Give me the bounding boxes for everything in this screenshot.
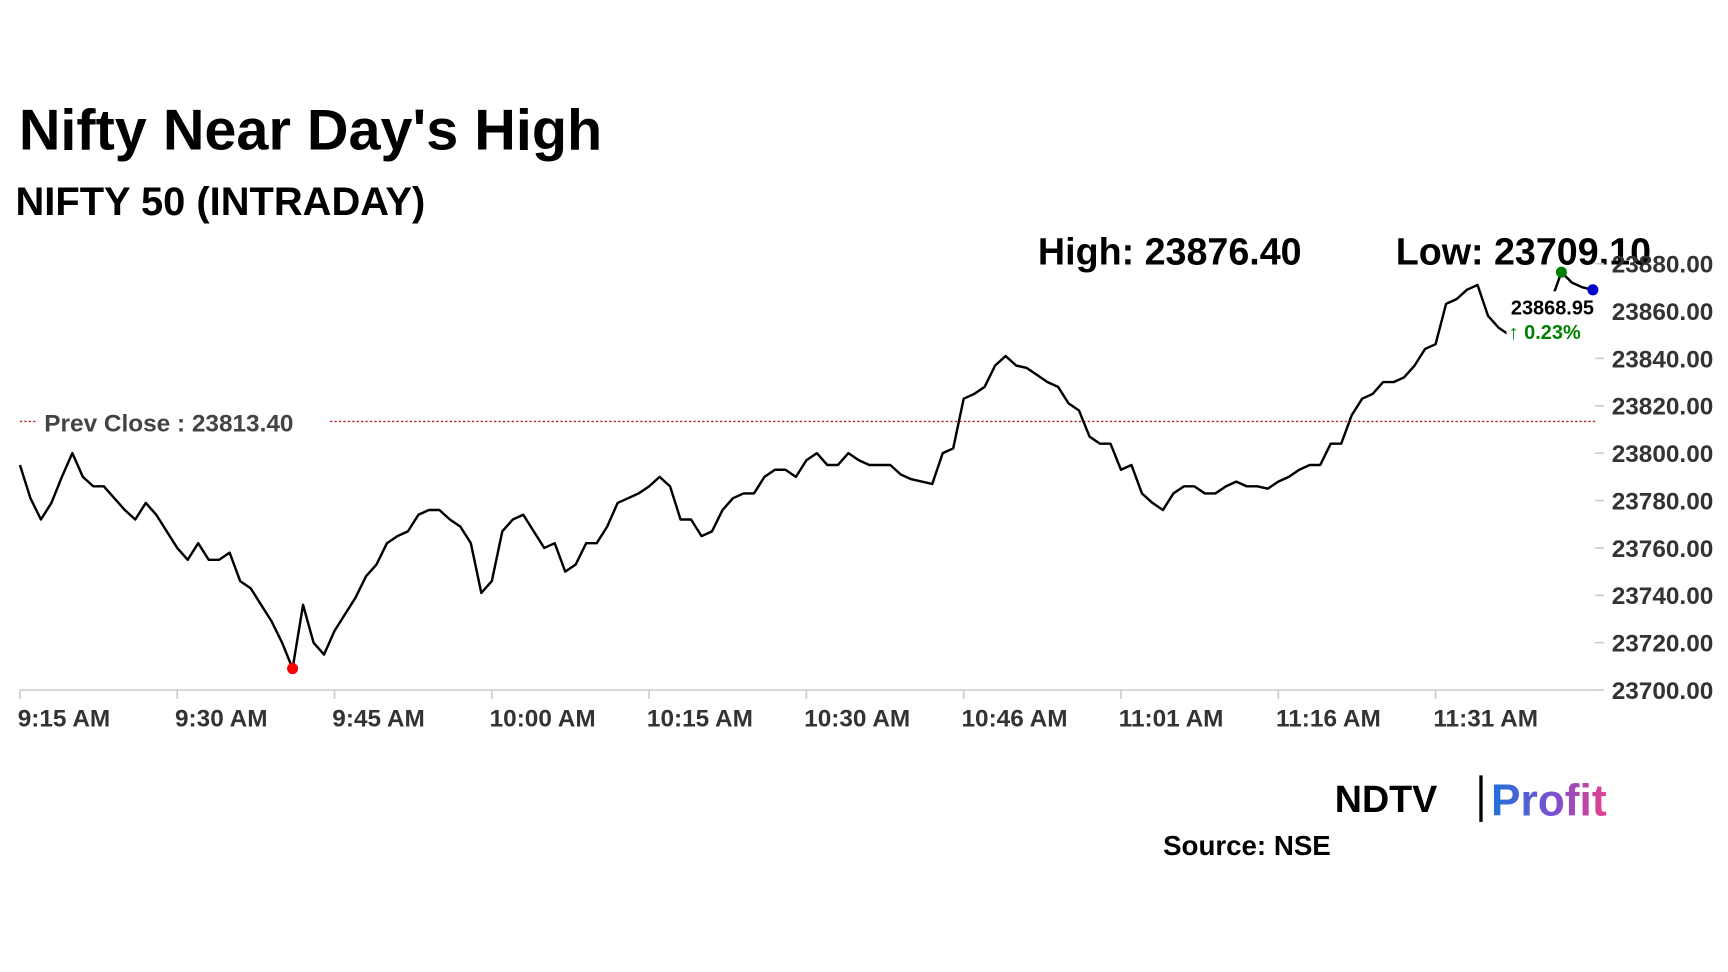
low-marker — [287, 662, 299, 675]
prev-close-label-bg — [37, 403, 328, 437]
x-tick-label: 9:15 AM — [18, 706, 111, 733]
x-tick-label: 10:15 AM — [647, 706, 753, 733]
logo-profit: Profit — [1491, 776, 1607, 825]
last-value-label: 23868.95 — [1511, 298, 1594, 320]
x-tick-label: 11:01 AM — [1119, 706, 1224, 733]
y-tick-label: 23760.00 — [1612, 536, 1714, 563]
x-tick-label: 10:46 AM — [961, 706, 1067, 733]
x-tick-label: 10:00 AM — [490, 706, 596, 733]
change-label: ↑ 0.23% — [1509, 322, 1581, 344]
x-tick-label: 9:45 AM — [332, 706, 425, 733]
last-value-box — [1506, 291, 1604, 347]
y-tick-label: 23740.00 — [1612, 583, 1714, 610]
y-tick-label: 23780.00 — [1612, 488, 1714, 515]
low-label: Low: 23709.10 — [1396, 231, 1651, 273]
y-tick-label: 23880.00 — [1612, 251, 1714, 278]
y-tick-label: 23700.00 — [1612, 678, 1714, 705]
x-tick-label: 9:30 AM — [175, 706, 268, 733]
chart-title: Nifty Near Day's High — [19, 99, 602, 163]
high-marker — [1555, 266, 1567, 278]
y-tick-label: 23860.00 — [1612, 299, 1714, 326]
x-tick-label: 11:16 AM — [1276, 706, 1381, 733]
source: Source: NSE — [1163, 830, 1331, 861]
prev-close-label: Prev Close : 23813.40 — [44, 410, 293, 437]
chart-subtitle: NIFTY 50 (INTRADAY) — [16, 180, 426, 224]
x-tick-label: 10:30 AM — [804, 706, 910, 733]
high-label: High: 23876.40 — [1038, 231, 1302, 273]
y-tick-label: 23800.00 — [1612, 441, 1714, 468]
y-tick-label: 23720.00 — [1612, 631, 1714, 658]
y-tick-label: 23820.00 — [1612, 394, 1714, 421]
price-line — [18, 270, 1594, 670]
logo-ndtv: NDTV — [1335, 778, 1438, 820]
last-marker — [1587, 284, 1599, 296]
x-tick-label: 11:31 AM — [1433, 706, 1538, 733]
y-tick-label: 23840.00 — [1612, 346, 1714, 373]
